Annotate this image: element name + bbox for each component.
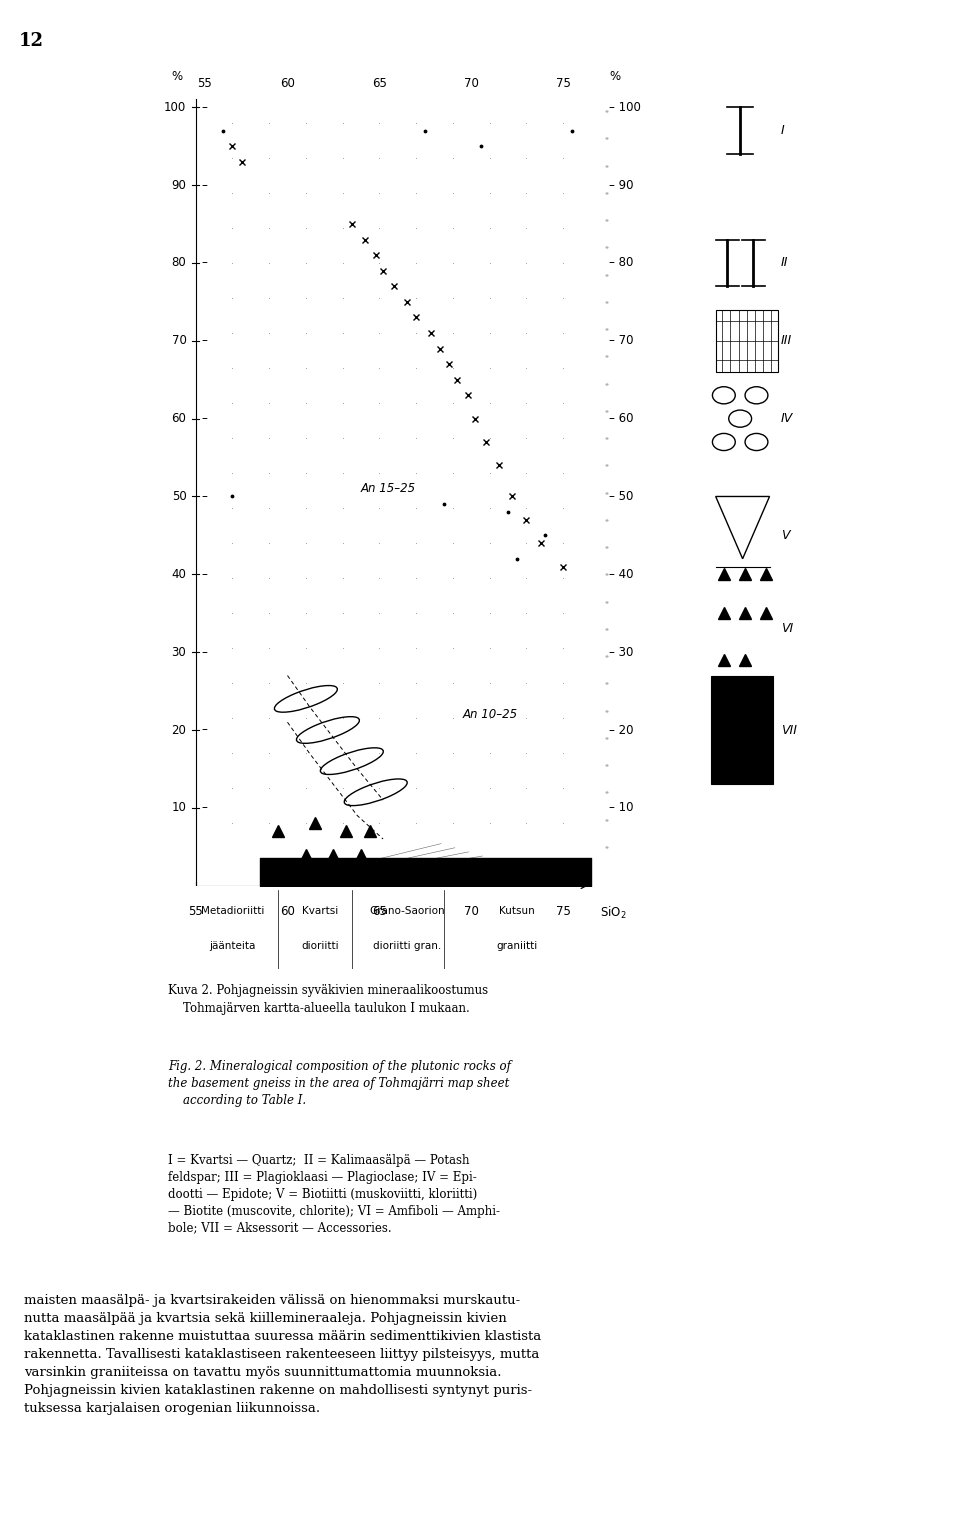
Text: 65: 65 [372,77,387,91]
Text: I = Kvartsi — Quartz;  II = Kalimaasälpä — Potash
feldspar; III = Plagioklaasi —: I = Kvartsi — Quartz; II = Kalimaasälpä … [168,1154,500,1235]
Text: V: V [780,528,789,542]
Text: 75: 75 [556,905,570,917]
Text: I: I [780,124,784,138]
Text: An 15–25: An 15–25 [361,481,416,495]
Text: –: – [201,568,207,581]
Text: dioriitti gran.: dioriitti gran. [372,942,441,951]
Text: –: – [201,335,207,347]
Text: 60: 60 [172,412,186,425]
Text: Grano-Saorion: Grano-Saorion [370,905,444,916]
Text: 60: 60 [280,905,295,917]
Text: Kuva 2. Pohjagneissin syväkivien mineraalikoostumus
    Tohmajärven kartta-aluee: Kuva 2. Pohjagneissin syväkivien mineraa… [168,984,488,1014]
Text: Metadioriitti: Metadioriitti [201,905,264,916]
Text: 55: 55 [198,77,212,91]
Text: – 30: – 30 [609,645,634,659]
Text: 20: 20 [172,724,186,736]
Text: 30: 30 [172,645,186,659]
Text: 90: 90 [172,179,186,192]
Text: Fig. 2. Mineralogical composition of the plutonic rocks of
the basement gneiss i: Fig. 2. Mineralogical composition of the… [168,1060,511,1107]
Text: VI: VI [780,622,793,636]
Text: – 20: – 20 [609,724,634,736]
Text: –: – [201,101,207,114]
Text: –: – [201,491,207,503]
Bar [715,310,778,372]
Text: dioriitti: dioriitti [301,942,340,951]
Text: –: – [201,645,207,659]
Text: %: % [609,70,620,83]
Text: 50: 50 [172,491,186,503]
Text: III: III [780,335,792,347]
Text: – 10: – 10 [609,801,634,815]
Text: 12: 12 [19,32,44,50]
Text: –: – [201,179,207,192]
Text: – 70: – 70 [609,335,634,347]
Text: 40: 40 [172,568,186,581]
Text: 65: 65 [372,905,387,917]
Bar [710,675,773,784]
Text: – 90: – 90 [609,179,634,192]
Text: 70: 70 [172,335,186,347]
Text: 55: 55 [188,905,203,917]
Text: – 50: – 50 [609,491,634,503]
Text: VII: VII [780,724,797,736]
Text: %: % [172,70,182,83]
Text: 60: 60 [280,77,295,91]
Text: 70: 70 [464,905,479,917]
Text: –: – [201,256,207,269]
Text: Kutsun: Kutsun [499,905,535,916]
Text: –: – [201,412,207,425]
Text: graniitti: graniitti [496,942,538,951]
Text: SiO$_2$: SiO$_2$ [600,905,627,921]
Text: Kvartsi: Kvartsi [302,905,339,916]
Text: 75: 75 [556,77,570,91]
Text: – 60: – 60 [609,412,634,425]
Text: – 40: – 40 [609,568,634,581]
Text: – 80: – 80 [609,256,634,269]
Text: 80: 80 [172,256,186,269]
Text: An 10–25: An 10–25 [462,709,517,721]
Text: – 100: – 100 [609,101,641,114]
Text: –: – [201,801,207,815]
Text: jäänteita: jäänteita [209,942,255,951]
Text: –: – [201,724,207,736]
Text: II: II [780,256,788,269]
Text: 10: 10 [172,801,186,815]
Text: maisten maasälpä- ja kvartsirakeiden välissä on hienommaksi murskautu-
nutta maa: maisten maasälpä- ja kvartsirakeiden väl… [24,1294,541,1416]
Text: 70: 70 [464,77,479,91]
Text: 100: 100 [164,101,186,114]
Text: IV: IV [780,412,793,425]
